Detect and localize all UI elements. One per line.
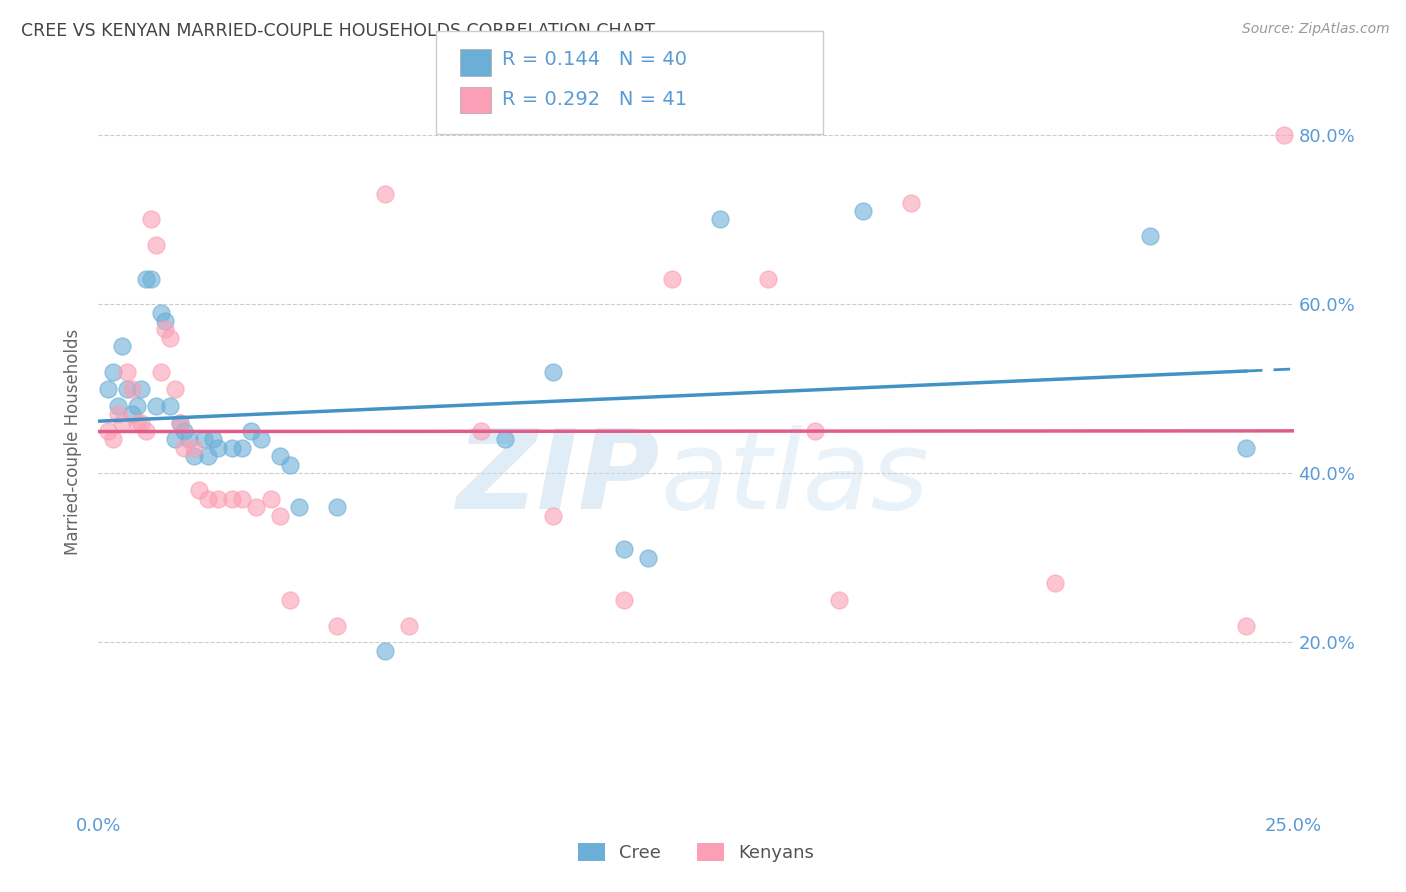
Text: ZIP: ZIP [457, 425, 661, 532]
Point [259, 491, 281, 506]
Point [1234, 618, 1257, 632]
Point [231, 491, 253, 506]
Point [155, 322, 177, 336]
Point [179, 433, 201, 447]
Point [398, 618, 420, 632]
Point [193, 433, 215, 447]
Point [613, 593, 636, 607]
Point [155, 314, 177, 328]
Point [107, 407, 129, 421]
Point [173, 424, 195, 438]
Point [470, 424, 492, 438]
Point [169, 416, 191, 430]
Point [159, 331, 181, 345]
Point [145, 237, 167, 252]
Point [269, 450, 291, 464]
Point [169, 416, 191, 430]
Point [326, 500, 349, 515]
Point [828, 593, 851, 607]
Point [187, 483, 209, 498]
Point [159, 399, 181, 413]
Point [125, 399, 148, 413]
Point [240, 424, 263, 438]
Point [197, 450, 219, 464]
Point [1234, 441, 1257, 455]
Point [139, 212, 162, 227]
Point [111, 416, 134, 430]
Point [163, 433, 186, 447]
Legend: Cree, Kenyans: Cree, Kenyans [571, 836, 821, 870]
Point [269, 508, 291, 523]
Point [115, 365, 138, 379]
Point [183, 441, 205, 455]
Point [101, 365, 124, 379]
Point [149, 365, 172, 379]
Point [661, 271, 683, 285]
Point [900, 195, 922, 210]
Point [221, 441, 243, 455]
Point [149, 305, 172, 319]
Point [245, 500, 267, 515]
Point [278, 458, 301, 472]
Point [131, 416, 153, 430]
Point [97, 382, 120, 396]
Point [541, 365, 564, 379]
Point [1139, 229, 1161, 244]
Point [121, 382, 143, 396]
Point [183, 450, 205, 464]
Point [101, 433, 124, 447]
Point [97, 424, 120, 438]
Point [756, 271, 779, 285]
Point [709, 212, 731, 227]
Point [121, 407, 143, 421]
Point [1043, 576, 1066, 591]
Point [131, 382, 153, 396]
Point [288, 500, 311, 515]
Point [207, 441, 229, 455]
Point [221, 491, 243, 506]
Point [804, 424, 827, 438]
Point [231, 441, 253, 455]
Point [541, 508, 564, 523]
Point [374, 187, 396, 202]
Point [135, 271, 157, 285]
Point [637, 550, 659, 565]
Point [613, 542, 636, 557]
Point [202, 433, 225, 447]
Point [135, 424, 157, 438]
Point [125, 416, 148, 430]
Text: Source: ZipAtlas.com: Source: ZipAtlas.com [1241, 22, 1389, 37]
Point [278, 593, 301, 607]
Text: R = 0.144   N = 40: R = 0.144 N = 40 [502, 50, 688, 70]
Text: R = 0.292   N = 41: R = 0.292 N = 41 [502, 89, 688, 109]
Point [107, 399, 129, 413]
Point [111, 339, 134, 353]
Point [197, 491, 219, 506]
Text: atlas: atlas [661, 425, 929, 532]
Point [494, 433, 516, 447]
Point [250, 433, 273, 447]
Point [207, 491, 229, 506]
Point [374, 644, 396, 658]
Point [139, 271, 162, 285]
Point [163, 382, 186, 396]
Point [115, 382, 138, 396]
Point [852, 204, 875, 219]
Point [326, 618, 349, 632]
Y-axis label: Married-couple Households: Married-couple Households [65, 328, 83, 555]
Point [1272, 128, 1295, 142]
Text: CREE VS KENYAN MARRIED-COUPLE HOUSEHOLDS CORRELATION CHART: CREE VS KENYAN MARRIED-COUPLE HOUSEHOLDS… [21, 22, 655, 40]
Point [173, 441, 195, 455]
Point [145, 399, 167, 413]
